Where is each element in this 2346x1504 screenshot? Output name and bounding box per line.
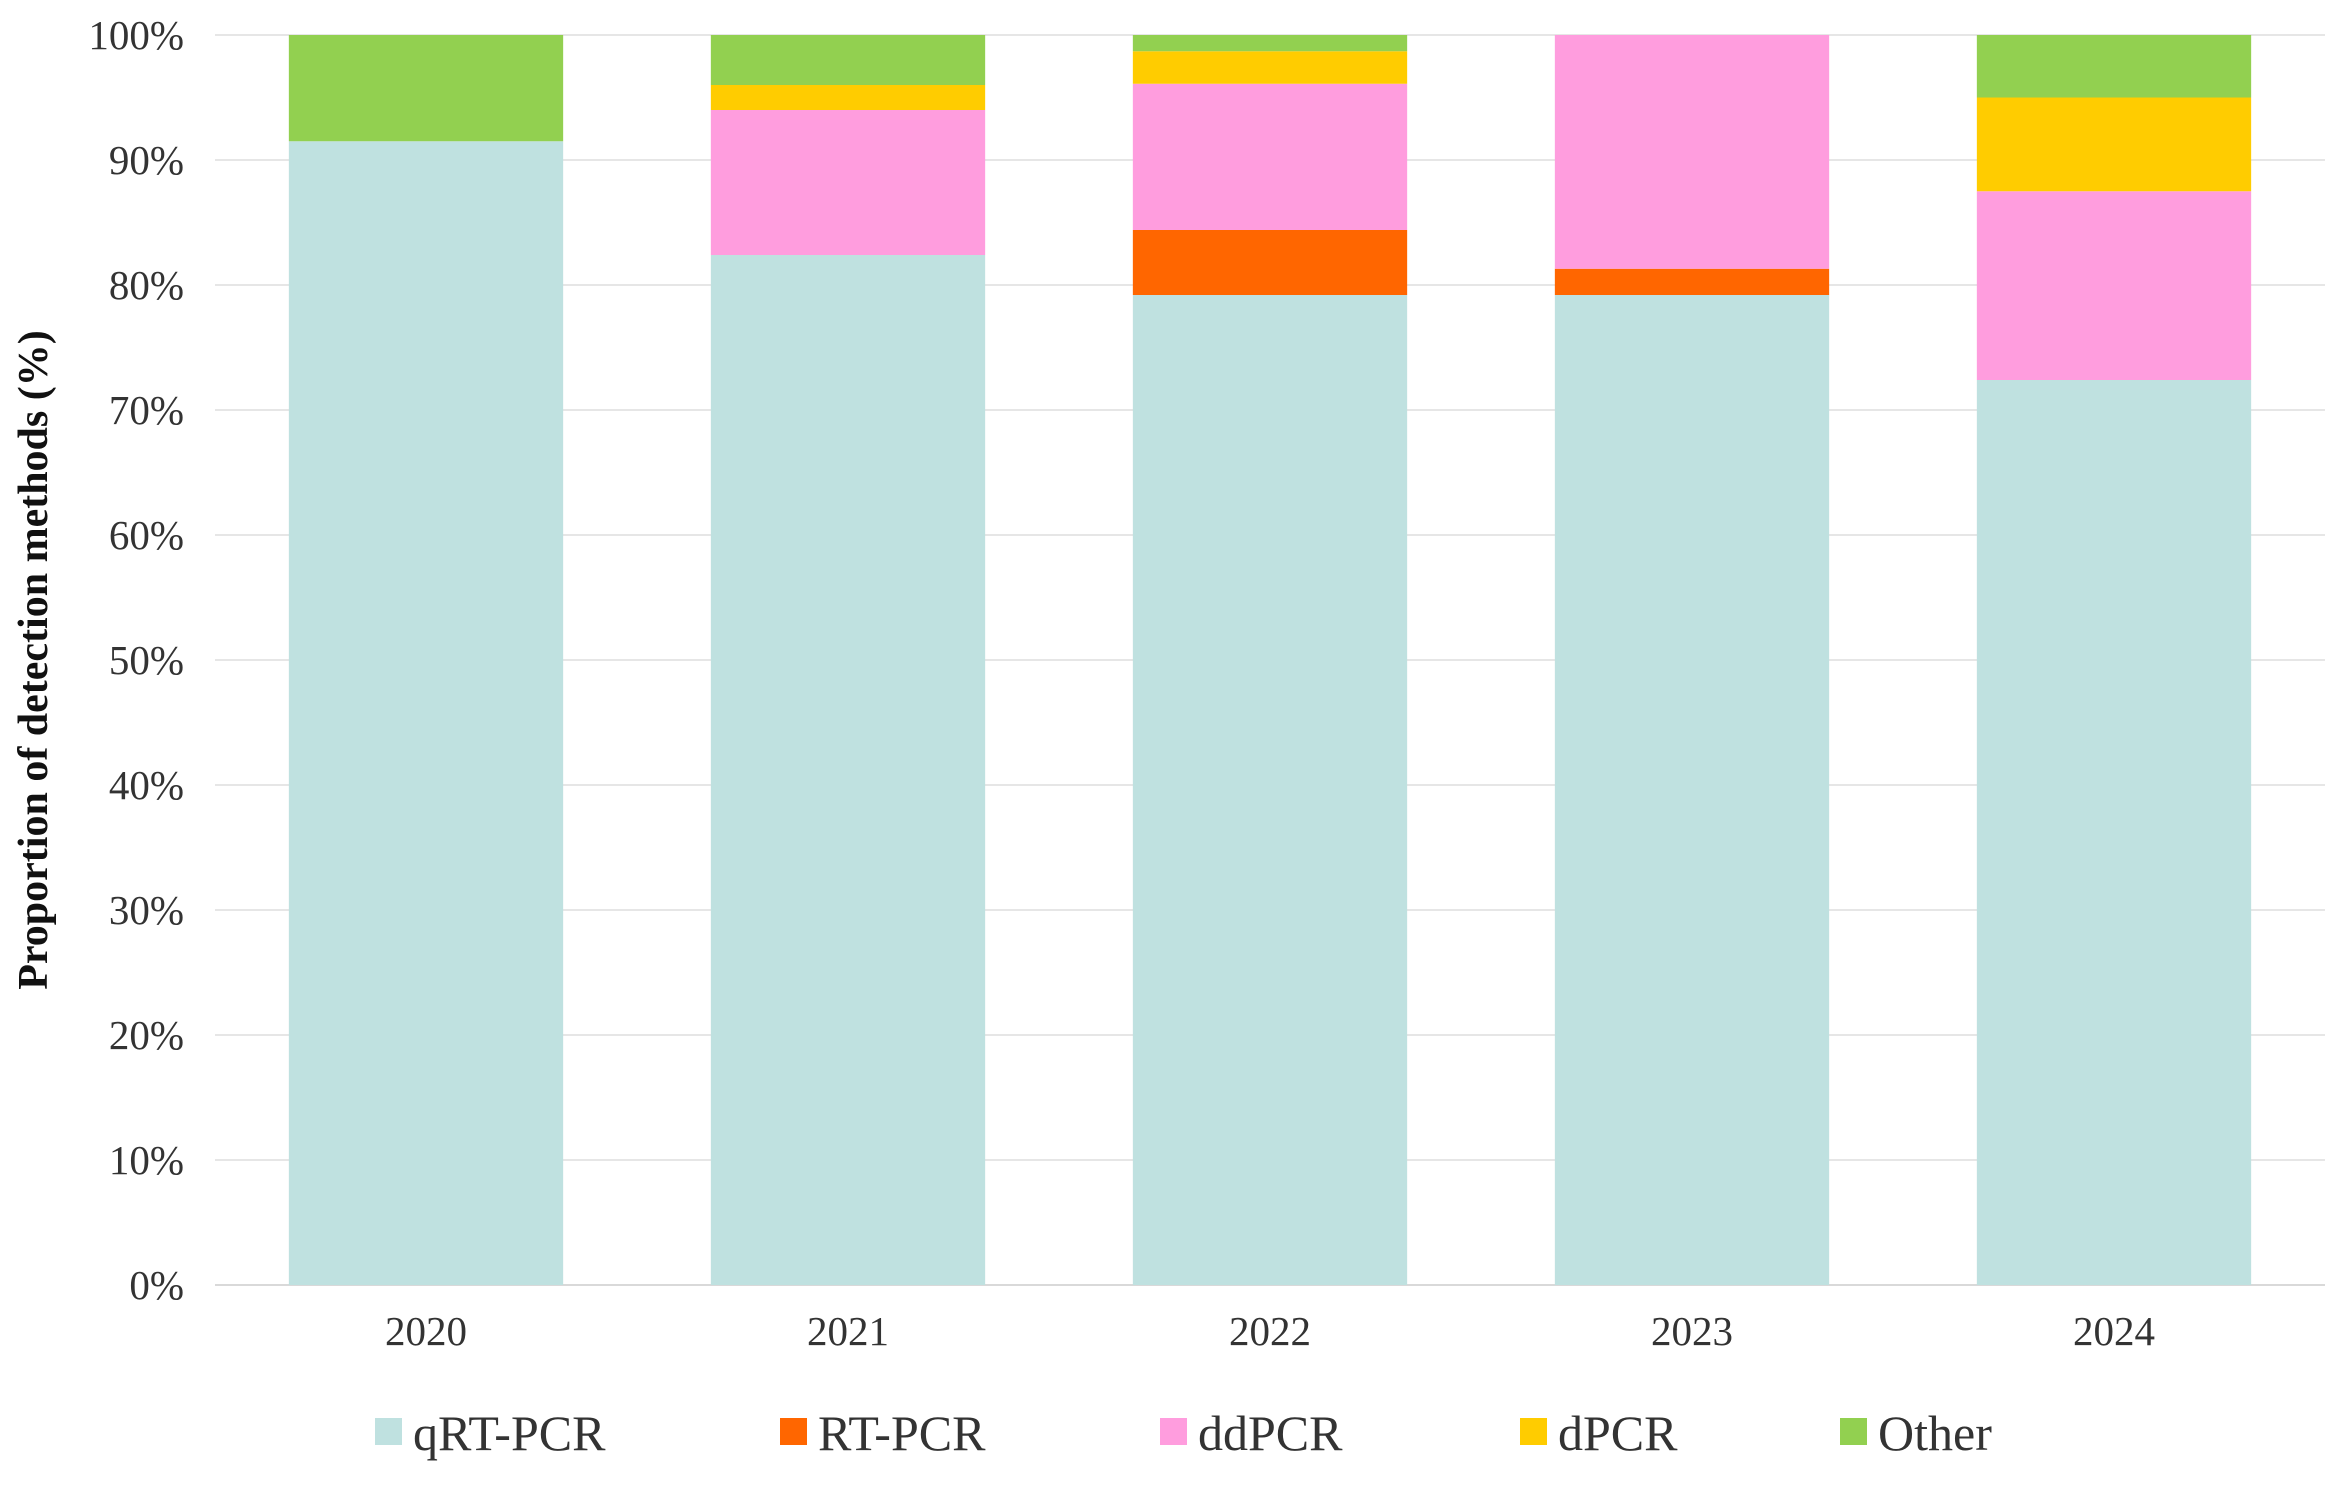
legend-label-other: Other (1878, 1405, 1992, 1461)
bar-segment-other-2022 (1132, 35, 1408, 52)
bar-segment-ddpcr-2021 (710, 110, 986, 255)
bar-segment-qrt-pcr-2023 (1554, 295, 1830, 1285)
x-tick-label: 2024 (2073, 1308, 2155, 1354)
y-tick-label: 80% (109, 262, 184, 308)
bar-segment-ddpcr-2022 (1132, 83, 1408, 230)
legend-swatch-ddpcr (1160, 1418, 1187, 1445)
bar-segment-qrt-pcr-2020 (288, 141, 564, 1285)
bar-segment-rt-pcr-2022 (1132, 230, 1408, 295)
bar-segment-qrt-pcr-2022 (1132, 295, 1408, 1285)
y-tick-label: 90% (109, 137, 184, 183)
bars (288, 35, 2252, 1285)
bar-segment-other-2020 (288, 35, 564, 142)
legend: qRT-PCR RT-PCR ddPCR dPCR Other (375, 1405, 1992, 1461)
legend-swatch-dpcr (1520, 1418, 1547, 1445)
legend-label-qrt-pcr: qRT-PCR (413, 1405, 606, 1461)
y-tick-label: 30% (109, 887, 184, 933)
y-tick-label: 100% (88, 12, 184, 58)
y-tick-label: 10% (109, 1137, 184, 1183)
x-tick-label: 2020 (385, 1308, 467, 1354)
bar-segment-other-2024 (1976, 35, 2252, 98)
legend-swatch-other (1840, 1418, 1867, 1445)
bar-segment-qrt-pcr-2024 (1976, 380, 2252, 1285)
bar-segment-ddpcr-2023 (1554, 35, 1830, 269)
bar-segment-ddpcr-2024 (1976, 191, 2252, 380)
x-tick-label: 2022 (1229, 1308, 1311, 1354)
y-tick-label: 40% (109, 762, 184, 808)
y-tick-label: 60% (109, 512, 184, 558)
legend-label-rt-pcr: RT-PCR (818, 1405, 986, 1461)
legend-swatch-rt-pcr (780, 1418, 807, 1445)
x-tick-label: 2023 (1651, 1308, 1733, 1354)
bar-segment-dpcr-2024 (1976, 97, 2252, 192)
y-tick-label: 20% (109, 1012, 184, 1058)
x-tick-label: 2021 (807, 1308, 889, 1354)
y-tick-label: 0% (129, 1262, 184, 1308)
y-tick-label: 50% (109, 637, 184, 683)
bar-segment-other-2021 (710, 35, 986, 85)
bar-segment-dpcr-2022 (1132, 51, 1408, 84)
y-axis-label: Proportion of detection methods (%) (11, 330, 57, 989)
axes: 0% 10% 20% 30% 40% 50% 60% 70% 80% 90% 100% 2020 202… (88, 12, 2155, 1354)
bar-segment-qrt-pcr-2021 (710, 255, 986, 1285)
bar-segment-rt-pcr-2023 (1554, 268, 1830, 295)
legend-swatch-qrt-pcr (375, 1418, 402, 1445)
legend-label-ddpcr: ddPCR (1198, 1405, 1343, 1461)
legend-label-dpcr: dPCR (1558, 1405, 1678, 1461)
y-tick-label: 70% (109, 387, 184, 433)
bar-segment-dpcr-2021 (710, 85, 986, 110)
